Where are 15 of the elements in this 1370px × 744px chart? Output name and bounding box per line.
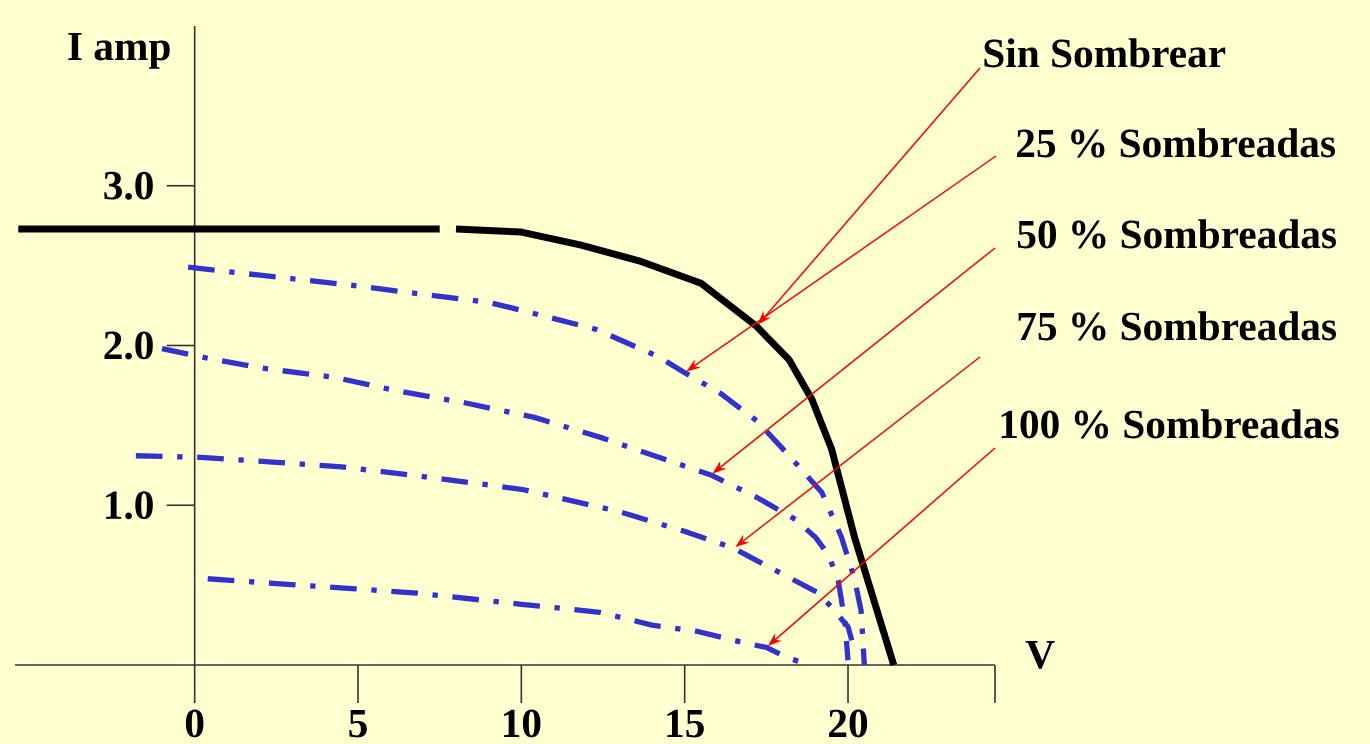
y-tick-label: 2.0 [104,331,153,360]
x-tick-label: 5 [349,709,367,738]
x-tick-label: 10 [503,709,541,738]
x-tick-label: 0 [185,709,204,738]
x-axis-title: V [1025,640,1055,669]
text: 100 % Sombreadas [1001,409,1339,439]
text: Sin Sombrear [984,38,1226,68]
text: 75 % Sombreadas [1018,311,1337,341]
y-axis-title: I amp [68,32,170,69]
y-tick-label: 3.0 [104,171,153,200]
text: 50 % Sombreadas [1017,219,1337,249]
text: 25 % Sombreadas [1017,128,1336,158]
y-tick-label: 1.0 [106,491,153,520]
x-tick-label: 20 [829,709,868,738]
x-tick-label: 15 [667,709,704,738]
